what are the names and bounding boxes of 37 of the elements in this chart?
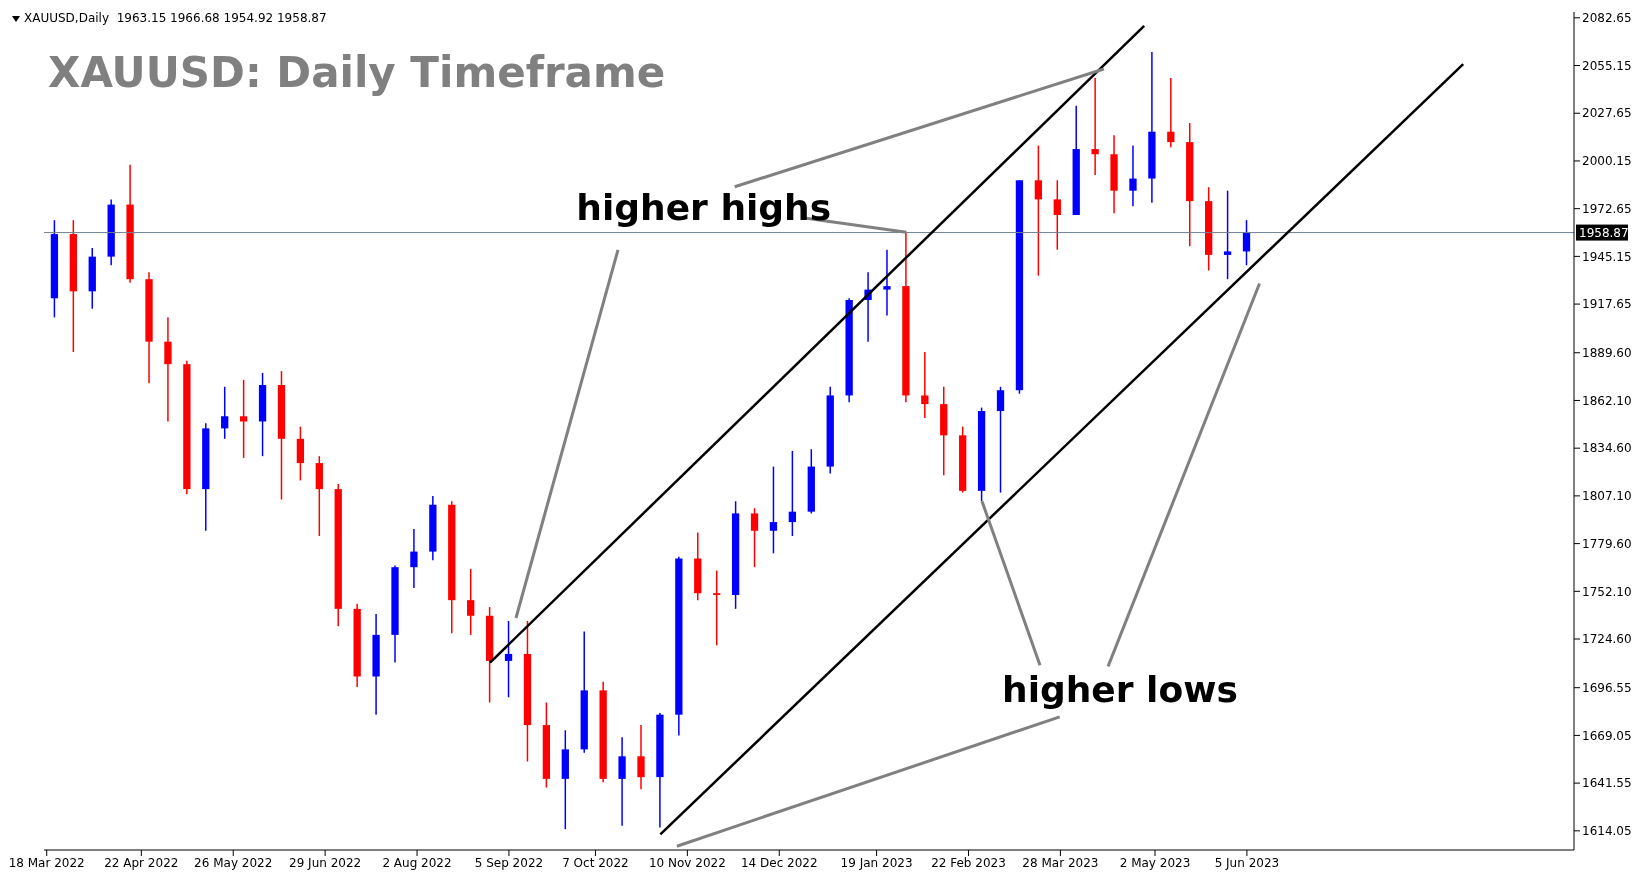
y-tick-label: 1889.60 xyxy=(1582,346,1632,361)
annotation: higher highs xyxy=(576,187,832,229)
x-tick-label: 19 Jan 2023 xyxy=(840,855,913,870)
x-tick-label: 7 Oct 2022 xyxy=(562,855,629,870)
x-tick-label: 26 May 2022 xyxy=(194,855,273,870)
y-tick-label: 1807.10 xyxy=(1582,489,1632,504)
x-tick-label: 29 Jun 2022 xyxy=(289,855,362,870)
y-tick-label: 1779.60 xyxy=(1582,536,1632,551)
annotation: higher lows xyxy=(1002,669,1238,711)
y-tick-label: 1752.10 xyxy=(1582,584,1632,599)
y-tick-label: 1614.05 xyxy=(1582,824,1632,839)
y-tick-label: 1724.60 xyxy=(1582,632,1632,647)
x-tick-label: 22 Feb 2023 xyxy=(931,855,1006,870)
ref-line-label: 1958.87 xyxy=(1579,225,1629,240)
x-tick-label: 18 Mar 2022 xyxy=(8,855,85,870)
x-tick-label: 10 Nov 2022 xyxy=(648,855,726,870)
y-tick-label: 2055.15 xyxy=(1582,58,1632,73)
x-tick-label: 28 Mar 2023 xyxy=(1022,855,1099,870)
chart-subtitle: XAUUSD,Daily 1963.15 1966.68 1954.92 1958.87 xyxy=(24,11,327,25)
y-tick-label: 1862.10 xyxy=(1582,393,1632,408)
y-tick-label: 2027.65 xyxy=(1582,106,1632,121)
y-tick-label: 1641.55 xyxy=(1582,776,1632,791)
x-tick-label: 2 Aug 2022 xyxy=(382,855,452,870)
text: XAUUSD: Daily Timeframe xyxy=(48,48,666,97)
y-tick-label: 1696.55 xyxy=(1582,680,1632,695)
y-tick-label: 1834.60 xyxy=(1582,441,1632,456)
y-tick-label: 2000.15 xyxy=(1582,154,1632,169)
x-tick-label: 22 Apr 2022 xyxy=(104,855,179,870)
y-tick-label: 1972.65 xyxy=(1582,201,1632,216)
y-tick-label: 2082.65 xyxy=(1582,11,1632,26)
y-tick-label: 1945.15 xyxy=(1582,249,1632,264)
x-tick-label: 5 Jun 2023 xyxy=(1214,855,1280,870)
x-tick-label: 5 Sep 2022 xyxy=(474,855,544,870)
x-tick-label: 2 May 2023 xyxy=(1119,855,1191,870)
y-tick-label: 1669.05 xyxy=(1582,728,1632,743)
x-tick-label: 14 Dec 2022 xyxy=(740,855,818,870)
y-tick-label: 1917.65 xyxy=(1582,297,1632,312)
